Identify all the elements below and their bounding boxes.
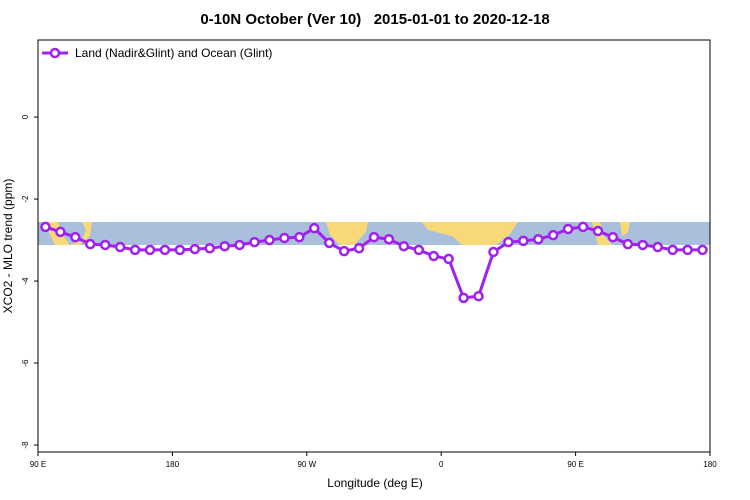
- data-point: [503, 236, 514, 248]
- data-point: [592, 225, 604, 237]
- y-axis-label: XCO2 - MLO trend (ppm): [1, 179, 15, 314]
- data-point: [413, 244, 425, 256]
- data-point: [562, 223, 574, 235]
- data-point: [682, 244, 693, 256]
- x-tick-label: 180: [166, 460, 180, 469]
- data-point: [204, 243, 215, 254]
- data-point: [323, 237, 335, 249]
- data-point: [279, 232, 290, 244]
- data-point: [368, 231, 380, 243]
- data-point: [697, 244, 708, 256]
- data-point: [219, 240, 230, 252]
- data-point: [473, 290, 484, 302]
- y-tick-label: -4: [21, 277, 30, 285]
- legend-label: Land (Nadir&Glint) and Ocean (Glint): [75, 46, 272, 60]
- data-point: [55, 226, 66, 238]
- data-point: [294, 231, 305, 243]
- plot-frame: [37, 39, 711, 453]
- x-tick-label: 90 E: [30, 460, 46, 469]
- data-point: [383, 233, 395, 245]
- data-point: [652, 241, 663, 253]
- x-tick-label: 0: [439, 460, 444, 469]
- data-point: [159, 244, 171, 256]
- data-point: [309, 222, 320, 234]
- x-tick-label: 90 E: [567, 460, 583, 469]
- data-point: [129, 244, 141, 256]
- legend-marker: [49, 47, 61, 59]
- data-point: [114, 241, 126, 253]
- data-point: [189, 243, 201, 255]
- data-point: [40, 221, 51, 233]
- y-tick-label: -6: [21, 359, 30, 367]
- data-point: [547, 229, 559, 241]
- y-tick-label: -2: [21, 195, 30, 203]
- data-point: [85, 238, 96, 250]
- x-axis-label: Longitude (deg E): [327, 476, 422, 490]
- data-point: [637, 239, 649, 251]
- data-point: [533, 233, 544, 245]
- data-point: [577, 221, 589, 233]
- data-point: [607, 231, 619, 243]
- data-point: [398, 240, 410, 252]
- data-point: [249, 236, 260, 248]
- data-point: [353, 243, 365, 254]
- x-tick-label: 90 W: [297, 460, 316, 469]
- data-point: [338, 245, 350, 257]
- y-tick-label: -8: [21, 441, 30, 449]
- y-tick-label: 0: [21, 114, 30, 119]
- data-point: [518, 235, 529, 247]
- data-point: [458, 292, 469, 304]
- data-point: [428, 250, 439, 262]
- data-point: [488, 246, 499, 258]
- chart-title: 0-10N October (Ver 10) 2015-01-01 to 202…: [200, 11, 549, 28]
- data-point: [144, 244, 156, 256]
- data-point: [70, 231, 81, 243]
- data-point: [264, 234, 275, 246]
- data-point: [443, 253, 454, 265]
- data-point: [234, 239, 245, 251]
- x-tick-label: 180: [703, 460, 717, 469]
- data-point: [174, 244, 186, 256]
- data-point: [622, 238, 634, 250]
- data-point: [99, 239, 111, 251]
- data-point: [667, 244, 678, 256]
